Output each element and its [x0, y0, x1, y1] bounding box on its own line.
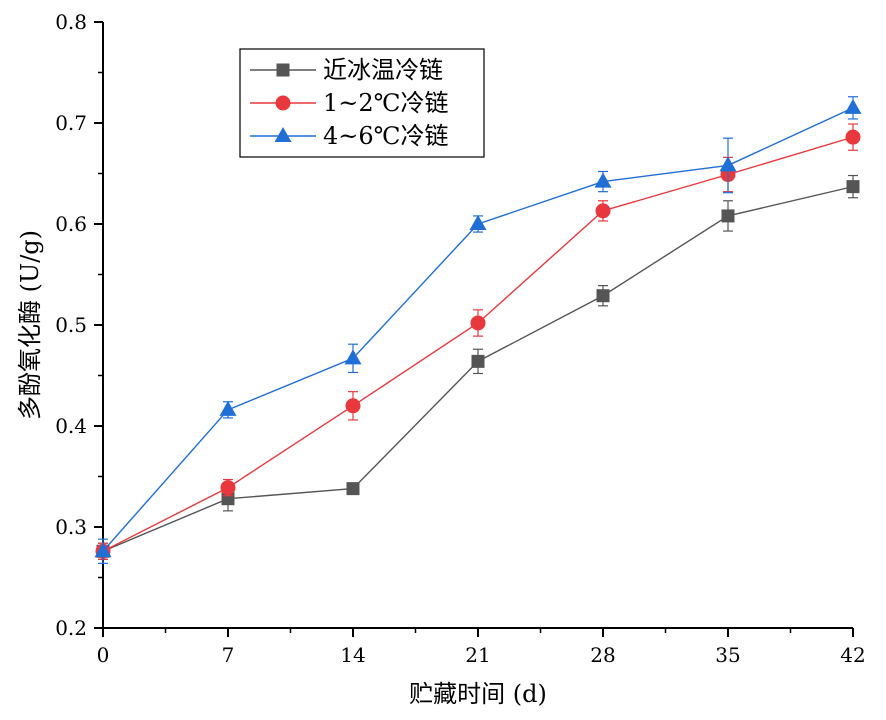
data-point [346, 482, 360, 496]
legend-marker [275, 95, 291, 111]
legend-marker [274, 127, 292, 142]
y-tick-label: 0.4 [55, 414, 87, 438]
series-group [94, 96, 862, 564]
y-tick-label: 0.6 [55, 212, 87, 236]
y-tick-label: 0.3 [55, 515, 87, 539]
legend-label: 近冰温冷链 [323, 56, 443, 84]
data-point [595, 203, 611, 219]
series-3 [94, 96, 862, 564]
y-tick-label: 0.2 [55, 616, 87, 640]
x-tick-label: 7 [222, 643, 235, 667]
y-axis-title: 多酚氧化酶 (U/g) [16, 230, 44, 420]
x-tick-label: 42 [840, 643, 865, 667]
data-point [220, 480, 236, 496]
data-point [844, 98, 862, 114]
y-tick-label: 0.5 [55, 313, 87, 337]
data-point [719, 156, 737, 172]
y-tick-label: 0.8 [55, 10, 87, 34]
legend-marker [276, 63, 290, 77]
series-line [102, 136, 854, 552]
legend-label: 1~2℃冷链 [323, 89, 449, 117]
data-point [721, 209, 735, 223]
data-point [596, 289, 610, 303]
x-tick-label: 0 [97, 643, 110, 667]
x-tick-label: 14 [340, 643, 365, 667]
data-point [219, 400, 237, 416]
data-point [344, 349, 362, 365]
x-axis-title: 贮藏时间 (d) [409, 680, 547, 708]
x-tick-label: 28 [590, 643, 615, 667]
data-point [94, 542, 112, 558]
y-tick-label: 0.7 [55, 111, 87, 135]
data-point [845, 129, 861, 145]
x-tick-label: 35 [715, 643, 740, 667]
data-point [471, 354, 485, 368]
legend: 近冰温冷链 1~2℃冷链 4~6℃冷链 [239, 48, 485, 158]
data-point [345, 398, 361, 414]
data-point [470, 315, 486, 331]
x-tick-label: 21 [465, 643, 490, 667]
data-point [469, 215, 487, 230]
legend-label: 4~6℃冷链 [323, 122, 449, 150]
data-point [594, 172, 612, 188]
series-2 [95, 123, 861, 560]
axes: 0.2 0.3 0.4 0.5 0.6 0.7 0.8 0 7 14 21 28 35 42 [55, 10, 866, 667]
series-1 [96, 174, 860, 560]
data-point [846, 180, 860, 194]
